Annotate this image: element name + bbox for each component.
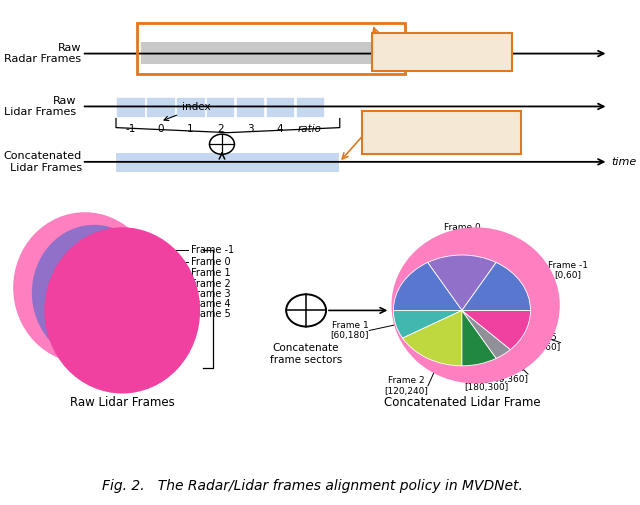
- Ellipse shape: [93, 274, 158, 344]
- Text: Frame 4
[240,360]: Frame 4 [240,360]: [484, 365, 528, 384]
- Text: Frame -1
[0,60]: Frame -1 [0,60]: [548, 261, 588, 280]
- Ellipse shape: [44, 227, 200, 393]
- Ellipse shape: [13, 212, 157, 363]
- Text: Frame 2: Frame 2: [191, 279, 230, 289]
- Wedge shape: [462, 263, 531, 311]
- Bar: [176, 97, 205, 117]
- Text: 0: 0: [157, 124, 163, 134]
- Text: 2: 2: [217, 124, 223, 134]
- Text: 4: 4: [276, 124, 284, 134]
- FancyBboxPatch shape: [362, 112, 521, 155]
- Text: Best matched Raw
Radar/Lidar frames: Best matched Raw Radar/Lidar frames: [392, 41, 492, 63]
- Text: Frame 3: Frame 3: [191, 289, 230, 299]
- Ellipse shape: [65, 251, 159, 353]
- Text: Raw Lidar Frames: Raw Lidar Frames: [70, 396, 175, 409]
- Bar: [266, 97, 294, 117]
- Wedge shape: [403, 311, 462, 366]
- Bar: [205, 97, 234, 117]
- Text: time: time: [611, 157, 637, 167]
- Text: 3: 3: [246, 124, 253, 134]
- Wedge shape: [428, 255, 496, 311]
- Text: Raw
Lidar Frames: Raw Lidar Frames: [4, 95, 76, 117]
- Text: Frame 1
[60,180]: Frame 1 [60,180]: [331, 321, 369, 340]
- Bar: [236, 97, 264, 117]
- Text: Frame 4: Frame 4: [191, 299, 230, 309]
- Text: Concatenate
frame sectors: Concatenate frame sectors: [270, 343, 342, 365]
- Text: Frame 0
[0,120]: Frame 0 [0,120]: [444, 223, 480, 242]
- Wedge shape: [462, 311, 496, 366]
- Ellipse shape: [79, 263, 159, 349]
- FancyBboxPatch shape: [372, 33, 512, 71]
- Text: Concatenated
Lidar Frames: Concatenated Lidar Frames: [4, 151, 82, 173]
- Wedge shape: [394, 311, 462, 338]
- Text: Frame 5
[300,360]: Frame 5 [300,360]: [516, 333, 561, 352]
- Text: Frame -1: Frame -1: [191, 245, 234, 255]
- Text: index: index: [164, 103, 211, 121]
- Text: Fig. 2.   The Radar/Lidar frames alignment policy in MVDNet.: Fig. 2. The Radar/Lidar frames alignment…: [102, 479, 523, 493]
- Bar: [116, 97, 145, 117]
- Ellipse shape: [32, 225, 157, 361]
- Text: Frame 2
[120,240]: Frame 2 [120,240]: [384, 376, 428, 395]
- Text: Frame 5: Frame 5: [191, 309, 230, 319]
- Bar: [146, 97, 175, 117]
- Text: Frame 0: Frame 0: [191, 257, 230, 267]
- Text: 1: 1: [187, 124, 193, 134]
- Bar: [116, 153, 339, 172]
- Wedge shape: [462, 311, 531, 349]
- Text: -1: -1: [125, 124, 136, 134]
- Text: Frame 1: Frame 1: [191, 268, 230, 278]
- Text: Frame 3
[180,300]: Frame 3 [180,300]: [464, 373, 508, 392]
- Ellipse shape: [49, 238, 158, 357]
- Wedge shape: [394, 263, 462, 311]
- Bar: [296, 97, 324, 117]
- Bar: [136, 23, 404, 74]
- Ellipse shape: [392, 227, 560, 383]
- Text: Raw
Radar Frames: Raw Radar Frames: [4, 43, 81, 64]
- Wedge shape: [462, 311, 511, 359]
- Bar: [141, 42, 399, 64]
- Text: Concatenated Lidar Frame: Concatenated Lidar Frame: [383, 396, 540, 409]
- Text: ratio+1+1 Raw Lidar Frames
between
two adjacent Raw Radar frames: ratio+1+1 Raw Lidar Frames between two a…: [364, 116, 520, 149]
- Text: ratio: ratio: [298, 124, 322, 134]
